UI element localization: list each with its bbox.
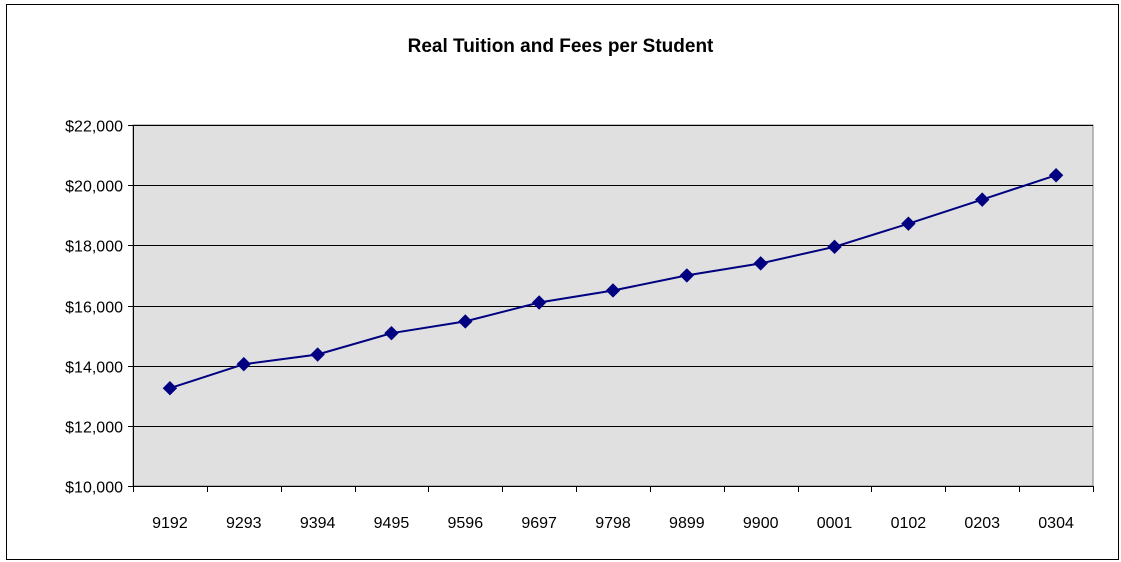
x-tick-label: 9394 [300, 515, 336, 532]
x-tick-label: 0304 [1038, 515, 1074, 532]
data-point-marker [310, 347, 325, 362]
data-point-marker [753, 256, 768, 271]
axes [133, 125, 1093, 487]
data-point-marker [162, 381, 178, 396]
y-tick-label: $16,000 [65, 300, 123, 317]
data-point-marker [531, 295, 547, 310]
y-axis-ticks: $10,000 $12,000 $14,000 $16,000 $18,000 $20,0… [65, 119, 133, 497]
x-axis-ticks: 9192 9293 9394 9495 9596 9697 9798 9899 9900 0001… [133, 486, 1094, 532]
series-group [162, 168, 1064, 396]
data-point-marker [827, 239, 842, 255]
x-tick-label: 9596 [448, 515, 484, 532]
data-point-marker [384, 325, 399, 341]
y-tick-label: $18,000 [65, 239, 123, 256]
data-point-marker [236, 356, 251, 372]
y-tick-label: $10,000 [65, 480, 123, 497]
data-point-marker [679, 268, 695, 283]
y-tick-label: $12,000 [65, 420, 123, 437]
data-point-marker [1048, 168, 1064, 183]
y-tick-label: $22,000 [65, 119, 123, 136]
x-tick-label: 9798 [595, 515, 631, 532]
y-tick-label: $14,000 [65, 360, 123, 377]
x-tick-label: 9899 [669, 515, 705, 532]
chart-title: Real Tuition and Fees per Student [407, 36, 714, 57]
x-tick-label: 9697 [521, 515, 557, 532]
data-point-marker [901, 216, 916, 231]
data-point-marker [458, 314, 473, 329]
x-tick-label: 9495 [374, 515, 410, 532]
x-tick-label: 0203 [964, 515, 1000, 532]
gridlines [133, 125, 1093, 427]
x-tick-label: 9900 [743, 515, 779, 532]
y-tick-label: $20,000 [65, 179, 123, 196]
plot-area [132, 124, 1094, 487]
data-point-marker [605, 283, 621, 298]
x-tick-label: 9293 [226, 515, 262, 532]
data-point-marker [975, 192, 990, 207]
x-tick-label: 0001 [817, 515, 853, 532]
x-tick-label: 9192 [152, 515, 188, 532]
x-tick-label: 0102 [891, 515, 927, 532]
